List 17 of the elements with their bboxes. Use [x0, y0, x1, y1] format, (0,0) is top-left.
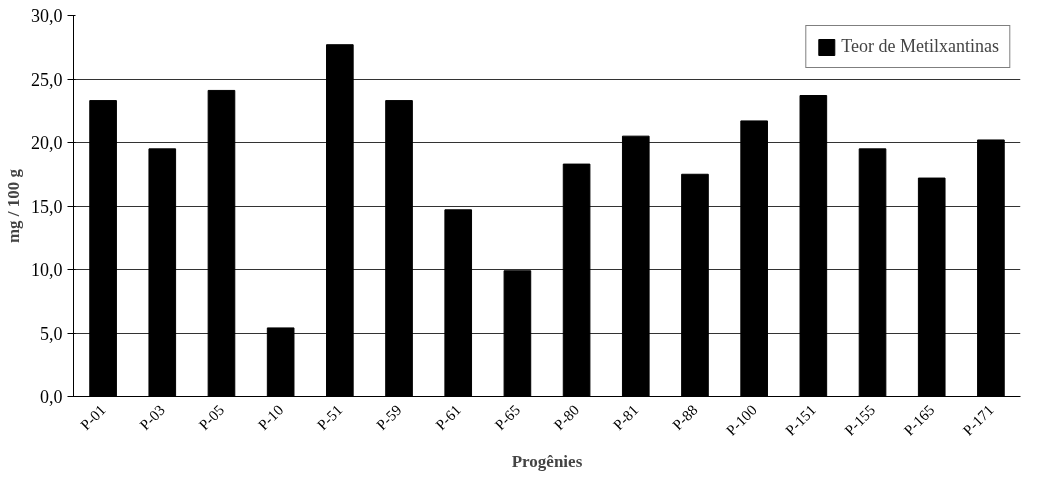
y-tick-label: 30,0	[31, 6, 63, 26]
y-tick-label: 15,0	[31, 196, 63, 217]
y-tick-label: 20,0	[31, 133, 63, 153]
x-tick-label: P-88	[669, 401, 701, 434]
legend-label: Teor de Metilxantinas	[841, 36, 999, 57]
y-tick-label: 0,0	[40, 387, 63, 407]
x-tick-label: P-61	[432, 401, 464, 434]
x-axis-title: Progênies	[511, 452, 583, 472]
x-tick-label: P-81	[610, 401, 642, 434]
y-tick-label: 10,0	[31, 260, 63, 280]
x-tick-label: P-51	[314, 401, 346, 434]
y-axis-title: mg / 100 g	[4, 168, 23, 244]
y-tick-label: 25,0	[31, 69, 63, 90]
x-tick-label: P-01	[77, 401, 109, 434]
x-tick-label: P-03	[136, 401, 168, 434]
y-tick-label: 5,0	[40, 323, 63, 344]
x-tick-label: P-59	[373, 401, 405, 434]
